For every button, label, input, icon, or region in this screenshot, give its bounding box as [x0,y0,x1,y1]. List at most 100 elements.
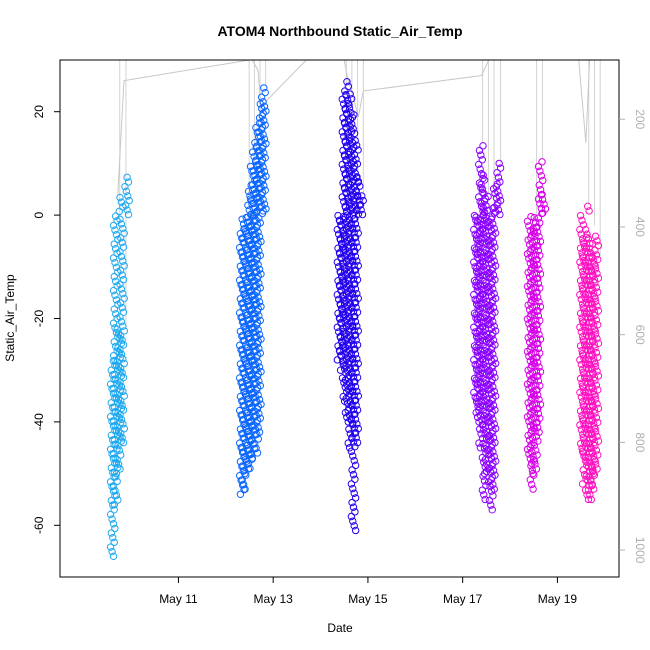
data-point [120,359,128,368]
data-point [534,409,543,418]
data-point [578,447,587,456]
data-point [118,238,126,247]
data-point [246,399,254,407]
data-point [530,276,538,284]
data-point [336,333,345,342]
data-point [537,172,546,180]
data-point [534,162,543,171]
data-point [538,158,546,166]
data-point [253,354,261,362]
data-point [353,406,362,414]
data-point [530,341,538,349]
data-point [115,348,123,357]
data-point [591,395,600,403]
data-point [583,230,591,238]
data-point [110,370,118,379]
data-point [591,294,599,303]
data-point [336,282,344,291]
data-point [344,374,352,382]
data-point [350,266,359,275]
data-point [533,372,541,381]
data-point [261,121,269,129]
data-point [250,185,258,193]
data-point [256,349,264,357]
data-point [590,276,599,284]
data-point [350,150,359,159]
data-point [350,410,358,419]
data-point [527,266,535,275]
right-tick-label: 1000 [633,537,647,564]
y-axis-ticks: -60 -40 -20 0 20 [32,105,60,534]
data-point [580,405,589,414]
data-point [120,229,128,237]
data-point [527,480,536,489]
data-point [353,438,362,447]
data-point [594,321,602,329]
data-point [577,263,585,271]
data-point [255,363,264,371]
data-point [262,172,270,181]
data-point [346,90,354,98]
data-point [109,417,118,425]
data-point [337,319,345,328]
data-point [255,428,264,436]
data-point [350,129,359,138]
data-point [117,252,126,261]
data-point [343,143,351,151]
data-point [114,409,122,417]
data-point [341,152,349,160]
data-point [344,243,352,252]
data-point [353,289,361,298]
data-point [114,362,123,371]
data-point [471,295,479,304]
data-point [592,251,600,259]
data-point [242,471,250,479]
data-point [578,317,587,325]
data-point [353,341,362,349]
y-tick-label: 0 [32,211,46,218]
data-point [121,201,130,209]
data-point [594,372,603,380]
data-point [578,379,586,387]
data-point [579,318,588,327]
data-point [109,384,118,392]
data-point [244,278,252,287]
data-point [582,374,590,383]
data-point [584,314,592,322]
data-point [245,283,253,291]
data-point [594,404,603,413]
data-point [249,148,257,156]
data-point [594,353,602,361]
data-point [359,196,367,205]
data-point [245,250,253,259]
data-point [255,279,263,288]
data-point [116,364,125,372]
data-point [346,299,354,308]
data-point [111,454,119,462]
data-point [577,230,585,238]
data-point [345,230,353,238]
data-point [350,522,358,530]
data-point [351,397,359,405]
data-point [489,303,498,312]
data-point [342,189,350,198]
data-point [594,437,603,445]
data-point [578,349,587,358]
data-point [480,477,489,485]
data-point [578,480,587,488]
data-point [496,210,504,219]
data-point [581,453,590,462]
data-point [529,257,537,265]
data-point [336,268,345,277]
data-point [591,460,600,468]
data-point [580,337,588,345]
data-point [345,360,353,368]
data-point [353,373,362,382]
data-point [110,305,118,313]
data-point [343,129,352,137]
data-point [350,197,358,205]
data-point [579,430,587,439]
data-point [576,421,584,429]
data-point [119,406,128,414]
data-point [475,160,483,169]
